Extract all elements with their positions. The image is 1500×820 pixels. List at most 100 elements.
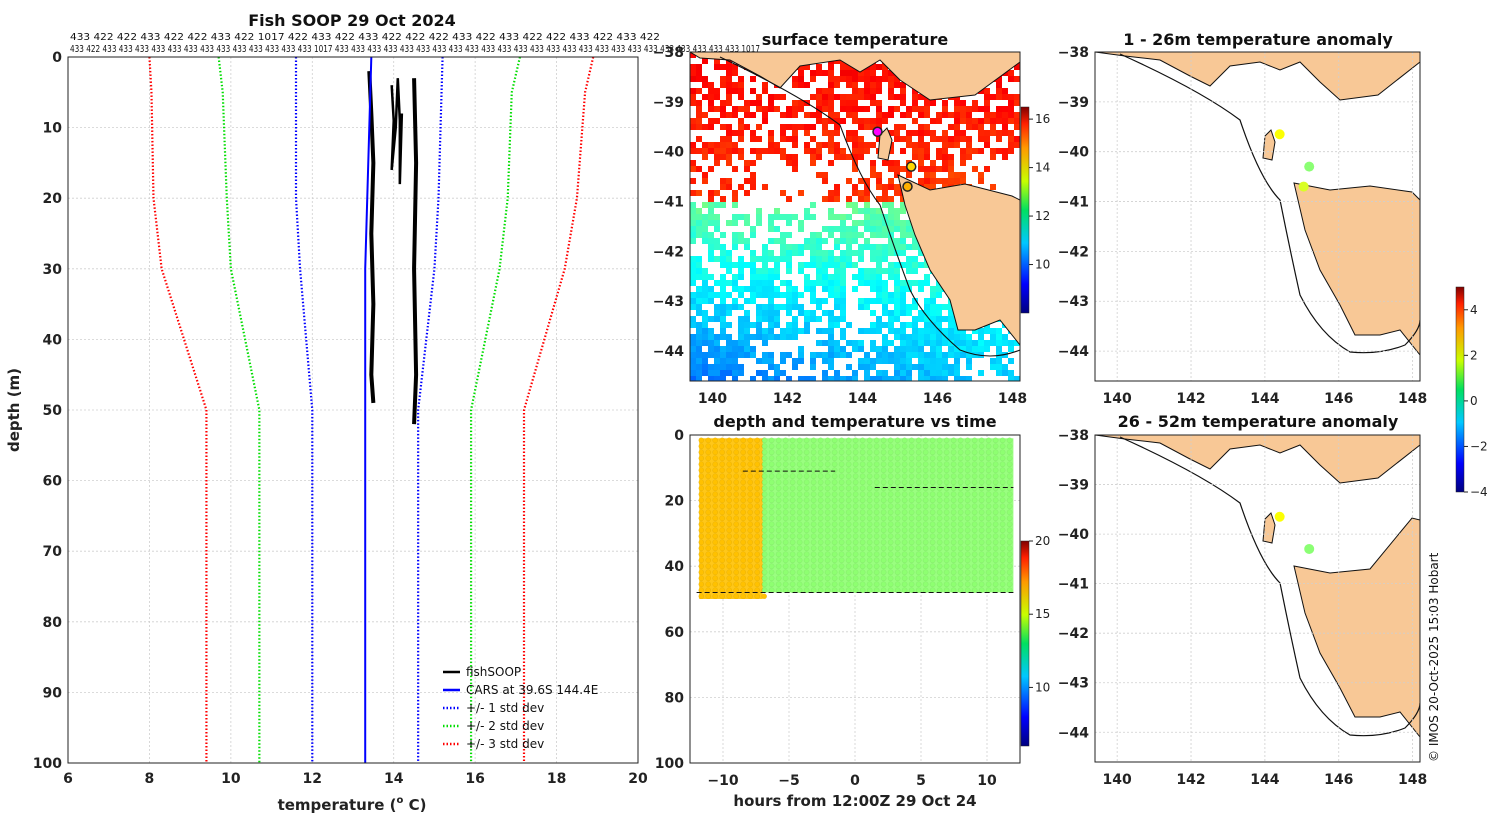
anomaly-colorbar-ticklabel: 4 xyxy=(1470,303,1478,317)
depth-time-colorbar xyxy=(1020,540,1030,747)
profile-legend-label: CARS at 39.6S 144.4E xyxy=(466,683,598,697)
anomaly-top-map: 1 - 26m temperature anomaly 140 142 144 146… xyxy=(1058,30,1427,407)
profile-ytick: 0 xyxy=(52,50,62,66)
profile-ytick: 40 xyxy=(43,332,63,348)
anomaly-colorbar-ticklabel: −2 xyxy=(1470,439,1488,453)
profile-chart: Fish SOOP 29 Oct 2024 433 422 422 433 42… xyxy=(5,11,760,814)
map-ytick: −42 xyxy=(653,244,684,260)
dt-xtick: −5 xyxy=(778,773,799,789)
sst-colorbar xyxy=(1020,106,1030,314)
map-ytick: −42 xyxy=(1058,626,1089,642)
anomaly-point xyxy=(1274,129,1285,140)
map-ytick: −40 xyxy=(1058,145,1089,161)
sst-colorbar-ticks: 10 12 14 16 xyxy=(1029,112,1050,272)
map-ytick: −39 xyxy=(1058,478,1089,494)
dt-colorbar-ticklabel: 20 xyxy=(1035,534,1050,548)
sst-colorbar-ticklabel: 12 xyxy=(1035,209,1050,223)
map-ytick: −44 xyxy=(1058,344,1089,360)
profile-series-line xyxy=(522,56,595,763)
profile-ytick: 90 xyxy=(43,685,63,701)
map-xtick: 148 xyxy=(998,391,1027,407)
anomaly-point xyxy=(1304,161,1315,172)
map-xtick: 146 xyxy=(1324,772,1353,788)
map-ytick: −39 xyxy=(1058,95,1089,111)
dt-colorbar-ticklabel: 15 xyxy=(1035,607,1050,621)
sst-map: surface temperature 140 142 144 146 148 −38 −3… xyxy=(653,30,1051,407)
map-xtick: 146 xyxy=(923,391,952,407)
profile-ytick: 70 xyxy=(43,544,63,560)
sst-colorbar-ticklabel: 16 xyxy=(1035,112,1050,126)
profile-ticks: 6 8 10 12 14 16 18 20 0 10 20 30 40 50 60 70 80 90 100 xyxy=(33,50,648,787)
profile-frame xyxy=(67,56,639,764)
profile-legend-label: fishSOOP xyxy=(466,665,521,679)
depth-time-frame xyxy=(689,434,1021,764)
anomaly-point xyxy=(1304,543,1315,554)
map-ytick: −40 xyxy=(653,145,684,161)
profile-legend-label: +/- 2 std dev xyxy=(466,719,544,733)
map-ytick: −38 xyxy=(653,45,684,61)
map-xtick: 148 xyxy=(1398,391,1427,407)
anomaly-bottom-points xyxy=(1095,434,1420,762)
map-xtick: 142 xyxy=(1176,391,1205,407)
profile-xtick: 16 xyxy=(465,771,484,787)
profile-xtick: 14 xyxy=(384,771,404,787)
anomaly-colorbar xyxy=(1455,286,1465,493)
map-xtick: 140 xyxy=(1103,391,1132,407)
profile-legend: fishSOOP CARS at 39.6S 144.4E +/- 1 std de… xyxy=(443,665,598,751)
profile-legend-label: +/- 3 std dev xyxy=(466,737,544,751)
anomaly-colorbar-ticklabel: −4 xyxy=(1470,485,1488,499)
dt-ytick: 80 xyxy=(665,690,685,706)
map-ytick: −38 xyxy=(1058,428,1089,444)
anomaly-colorbar-ticks: −4 −2 0 2 4 xyxy=(1464,303,1488,499)
anomaly-colorbar-ticklabel: 2 xyxy=(1470,348,1478,362)
profile-ytick: 30 xyxy=(43,262,63,278)
sst-field xyxy=(690,52,1020,381)
map-ytick: −38 xyxy=(1058,45,1089,61)
profile-ytick: 60 xyxy=(43,474,63,490)
sst-station-marker xyxy=(872,126,883,138)
dt-xtick: 5 xyxy=(916,773,926,789)
depth-time-dots xyxy=(698,437,1014,600)
profile-xtick: 6 xyxy=(63,771,73,787)
map-xtick: 140 xyxy=(698,391,727,407)
map-xtick: 142 xyxy=(1176,772,1205,788)
map-ytick: −44 xyxy=(653,344,684,360)
dt-ytick: 20 xyxy=(665,494,685,510)
anomaly-point xyxy=(1298,181,1309,192)
map-ytick: −43 xyxy=(1058,294,1089,310)
profile-top-ids-row2: 433 422 433 433 433 433 433 433 433 433 … xyxy=(70,44,760,55)
profile-legend-label: +/- 1 std dev xyxy=(466,701,544,715)
sst-stations xyxy=(872,126,917,192)
sst-colorbar-ticklabel: 10 xyxy=(1035,258,1050,272)
map-ytick: −41 xyxy=(653,195,684,211)
profile-series-line xyxy=(367,71,376,404)
depth-time-title: depth and temperature vs time xyxy=(713,412,996,431)
profile-ytick: 80 xyxy=(43,615,63,631)
sst-ticks: 140 142 144 146 148 −38 −39 −40 −41 −42 −43 −44 xyxy=(653,45,1027,407)
sst-station-marker xyxy=(906,161,917,172)
profile-xlabel: temperature (o C) xyxy=(278,795,427,814)
map-xtick: 148 xyxy=(1398,772,1427,788)
map-ytick: −41 xyxy=(1058,195,1089,211)
map-xtick: 144 xyxy=(848,391,877,407)
map-ytick: −42 xyxy=(1058,244,1089,260)
profile-xtick: 12 xyxy=(303,771,322,787)
sst-colorbar-ticklabel: 14 xyxy=(1035,161,1050,175)
profile-xtick: 10 xyxy=(221,771,241,787)
anomaly-bottom-frame xyxy=(1094,434,1421,763)
map-xtick: 146 xyxy=(1324,391,1353,407)
sst-station-marker xyxy=(902,181,913,192)
depth-time-xlabel: hours from 12:00Z 29 Oct 24 xyxy=(733,792,976,810)
map-xtick: 144 xyxy=(1250,391,1279,407)
sst-frame xyxy=(689,51,1021,382)
map-ytick: −41 xyxy=(1058,577,1089,593)
depth-time-reference-lines xyxy=(696,470,1014,593)
map-ytick: −39 xyxy=(653,95,684,111)
dt-ytick: 0 xyxy=(674,428,684,444)
map-xtick: 142 xyxy=(773,391,802,407)
anomaly-top-ticks: 140 142 144 146 148 −38 −39 −40 −41 −42 −43 −44 xyxy=(1058,45,1427,407)
profile-xtick: 18 xyxy=(547,771,566,787)
map-xtick: 140 xyxy=(1103,772,1132,788)
